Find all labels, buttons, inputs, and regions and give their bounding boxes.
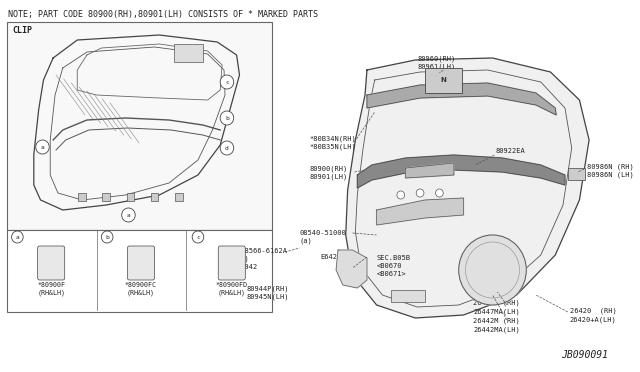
Text: 80922EA: 80922EA: [495, 148, 525, 154]
Bar: [174, 44, 203, 62]
Text: CLIP: CLIP: [13, 26, 33, 35]
Text: b: b: [106, 234, 109, 240]
Polygon shape: [376, 198, 463, 225]
Circle shape: [220, 75, 234, 89]
Text: 08540-51000
(a): 08540-51000 (a): [300, 230, 346, 244]
Polygon shape: [336, 250, 367, 288]
Circle shape: [416, 189, 424, 197]
Text: JB090091: JB090091: [561, 350, 609, 360]
Text: a: a: [40, 144, 44, 150]
Circle shape: [12, 231, 23, 243]
Text: *80900F
(RH&LH): *80900F (RH&LH): [37, 282, 65, 296]
Circle shape: [397, 191, 404, 199]
Text: E6422(RH): E6422(RH): [321, 253, 359, 260]
Bar: [425, 68, 461, 93]
Polygon shape: [406, 163, 454, 178]
Text: *80900FD
(RH&LH): *80900FD (RH&LH): [216, 282, 248, 296]
Polygon shape: [346, 58, 589, 318]
Circle shape: [459, 235, 526, 305]
Bar: [102, 193, 110, 201]
FancyBboxPatch shape: [38, 246, 65, 280]
Text: b: b: [225, 115, 229, 121]
Text: 26442M (RH)
26442MA(LH): 26442M (RH) 26442MA(LH): [473, 318, 520, 333]
Text: a: a: [15, 234, 19, 240]
Text: c: c: [196, 234, 200, 240]
Text: d: d: [225, 145, 229, 151]
Bar: [175, 193, 182, 201]
FancyBboxPatch shape: [127, 246, 154, 280]
Bar: [78, 193, 86, 201]
Circle shape: [436, 189, 444, 197]
Text: 80986N (RH)
80986N (LH): 80986N (RH) 80986N (LH): [587, 163, 634, 178]
Text: 80900(RH)
80901(LH): 80900(RH) 80901(LH): [309, 165, 348, 180]
Text: 80960(RH)
80961(LH): 80960(RH) 80961(LH): [417, 55, 456, 70]
Polygon shape: [367, 83, 556, 115]
Text: *80900FC
(RH&LH): *80900FC (RH&LH): [125, 282, 157, 296]
Circle shape: [122, 208, 135, 222]
Text: c: c: [225, 80, 229, 84]
Circle shape: [36, 140, 49, 154]
Text: 26420  (RH)
26420+A(LH): 26420 (RH) 26420+A(LH): [570, 308, 616, 323]
Text: S08566-6162A
(2)
80942: S08566-6162A (2) 80942: [237, 248, 287, 270]
Bar: [391, 290, 425, 302]
Circle shape: [220, 141, 234, 155]
Text: 80944P(RH)
80945N(LH): 80944P(RH) 80945N(LH): [246, 285, 289, 300]
Text: 26447M (RH)
26447MA(LH): 26447M (RH) 26447MA(LH): [473, 300, 520, 315]
Circle shape: [220, 111, 234, 125]
Bar: [150, 193, 158, 201]
Circle shape: [192, 231, 204, 243]
Circle shape: [101, 231, 113, 243]
Bar: [7, 22, 273, 230]
Bar: [127, 193, 134, 201]
Bar: [7, 230, 273, 312]
Text: SEC.B05B
<B0670
<B0671>: SEC.B05B <B0670 <B0671>: [376, 255, 411, 276]
Text: a: a: [127, 212, 131, 218]
Bar: [568, 168, 585, 180]
FancyBboxPatch shape: [218, 246, 245, 280]
Text: N: N: [440, 77, 446, 83]
Text: *80B34N(RH)
*80B35N(LH): *80B34N(RH) *80B35N(LH): [309, 135, 356, 150]
Text: NOTE; PART CODE 80900(RH),80901(LH) CONSISTS OF * MARKED PARTS: NOTE; PART CODE 80900(RH),80901(LH) CONS…: [8, 10, 317, 19]
Polygon shape: [357, 155, 565, 188]
